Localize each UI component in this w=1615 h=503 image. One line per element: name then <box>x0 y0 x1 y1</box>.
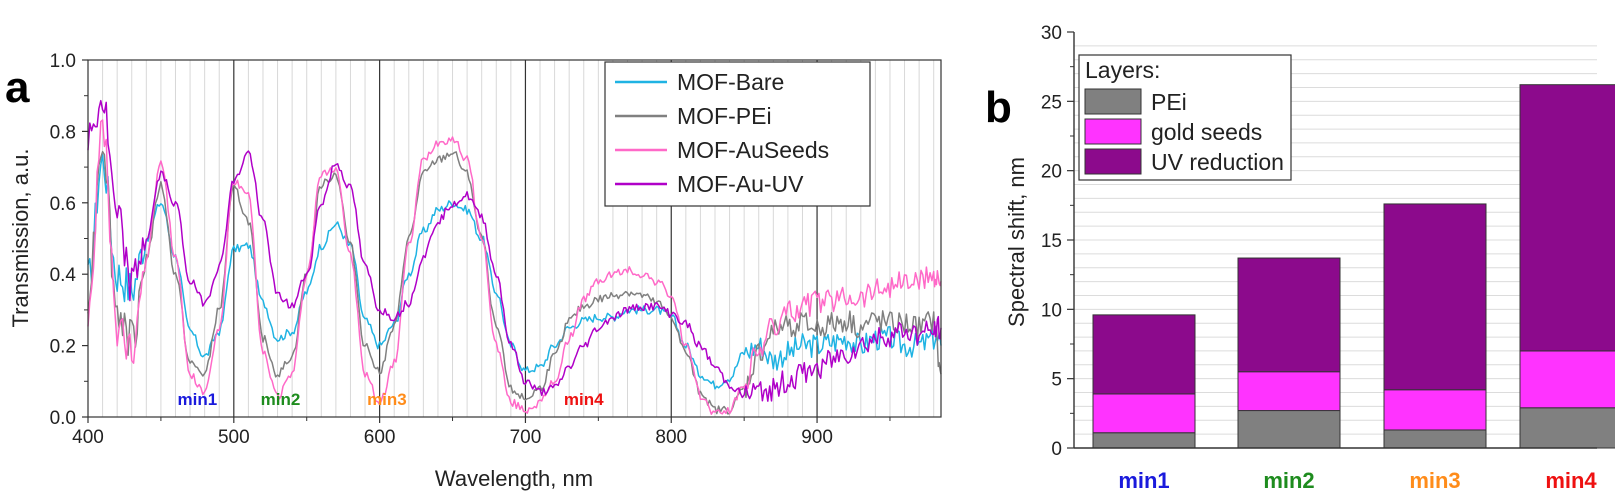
legend-entry-mof-pei: MOF-PEi <box>677 103 772 129</box>
y-tick-label-b: 0 <box>1051 439 1062 460</box>
x-tick-label: 900 <box>801 427 833 448</box>
y-tick-label-b: 25 <box>1041 92 1062 113</box>
legend-box <box>604 61 871 207</box>
bar-min3-gold-seeds <box>1383 389 1487 431</box>
min-annotations: min1 min2 min3 min4 <box>178 390 605 409</box>
y-tick-label: 0.4 <box>50 265 77 286</box>
ticks-a: 400 500 600 700 800 900 0.0 0.2 0.4 0.6 0.8 1.0 <box>50 51 891 448</box>
panel-a-transmission-chart: a 400 500 600 700 800 900 0.0 0.2 0.4 0.6 0.8 1.0 m… <box>5 51 942 491</box>
x-category-label-min2: min2 <box>1263 468 1314 493</box>
legend-entry-uv-reduction: UV reduction <box>1151 149 1284 175</box>
axes-b: 0 5 10 15 20 25 30 <box>1041 23 1597 460</box>
x-tick-label: 800 <box>655 427 687 448</box>
legend-entry-mof-auseeds: MOF-AuSeeds <box>677 137 829 163</box>
annotation-min4: min4 <box>564 390 604 409</box>
x-tick-label: 400 <box>72 427 104 448</box>
x-category-label-min3: min3 <box>1409 468 1460 493</box>
legend-a: MOF-Bare MOF-PEi MOF-AuSeeds MOF-Au-UV <box>604 61 871 207</box>
legend-entry-gold-seeds: gold seeds <box>1151 119 1262 145</box>
bar-min1-uv-reduction <box>1092 314 1196 395</box>
y-tick-label: 0.2 <box>50 337 76 358</box>
bar-min1-gold-seeds <box>1092 393 1196 434</box>
y-tick-label: 0.6 <box>50 194 76 215</box>
bar-min4-pei <box>1519 407 1615 449</box>
annotation-min3: min3 <box>367 390 407 409</box>
y-axis-label: Transmission, a.u. <box>8 149 33 328</box>
annotation-min1: min1 <box>178 390 218 409</box>
bar-min3-pei <box>1383 429 1487 449</box>
x-category-label-min1: min1 <box>1118 468 1169 493</box>
annotation-min2: min2 <box>261 390 301 409</box>
legend-entry-pei: PEi <box>1151 89 1187 115</box>
y-tick-label-b: 15 <box>1041 231 1062 252</box>
y-tick-label: 0.8 <box>50 122 76 143</box>
legend-swatch-b <box>1084 148 1142 175</box>
bar-min4-uv-reduction <box>1519 84 1615 352</box>
panel-b-spectral-shift-chart: b min1 min2 min3 min4 0 5 10 15 20 25 30 Spectral… <box>985 23 1615 493</box>
y-tick-label-b: 20 <box>1041 162 1062 183</box>
legend-swatch-b <box>1084 88 1142 115</box>
legend-swatch-b <box>1084 118 1142 145</box>
legend-entry-mof-au-uv: MOF-Au-UV <box>677 171 804 197</box>
panel-a-label: a <box>5 63 30 112</box>
x-tick-label: 600 <box>364 427 396 448</box>
y-tick-label: 1.0 <box>50 51 76 72</box>
legend-b: Layers: PEi gold seeds UV reduction <box>1078 54 1292 181</box>
y-tick-label: 0.0 <box>50 408 76 429</box>
legend-entry-mof-bare: MOF-Bare <box>677 69 784 95</box>
x-category-label-min4: min4 <box>1545 468 1597 493</box>
series-lines <box>87 99 942 415</box>
y-tick-label-b: 5 <box>1051 370 1062 391</box>
panel-b-label: b <box>985 83 1012 132</box>
bar-min2-uv-reduction <box>1237 257 1341 373</box>
bar-min4-gold-seeds <box>1519 350 1615 409</box>
x-axis-label: Wavelength, nm <box>435 466 593 491</box>
x-tick-label: 500 <box>218 427 250 448</box>
x-tick-label: 700 <box>510 427 542 448</box>
bar-min1-pei <box>1092 432 1196 449</box>
legend-title: Layers: <box>1085 57 1160 83</box>
y-tick-label-b: 30 <box>1041 23 1062 44</box>
stacked-bars: min1 min2 min3 min4 <box>1092 84 1615 493</box>
bar-min3-uv-reduction <box>1383 203 1487 391</box>
bar-min2-gold-seeds <box>1237 371 1341 412</box>
y-tick-label-b: 10 <box>1041 300 1062 321</box>
bar-min2-pei <box>1237 410 1341 449</box>
y-axis-label-b: Spectral shift, nm <box>1004 157 1029 327</box>
series-line-mof-au-uv <box>87 99 942 402</box>
